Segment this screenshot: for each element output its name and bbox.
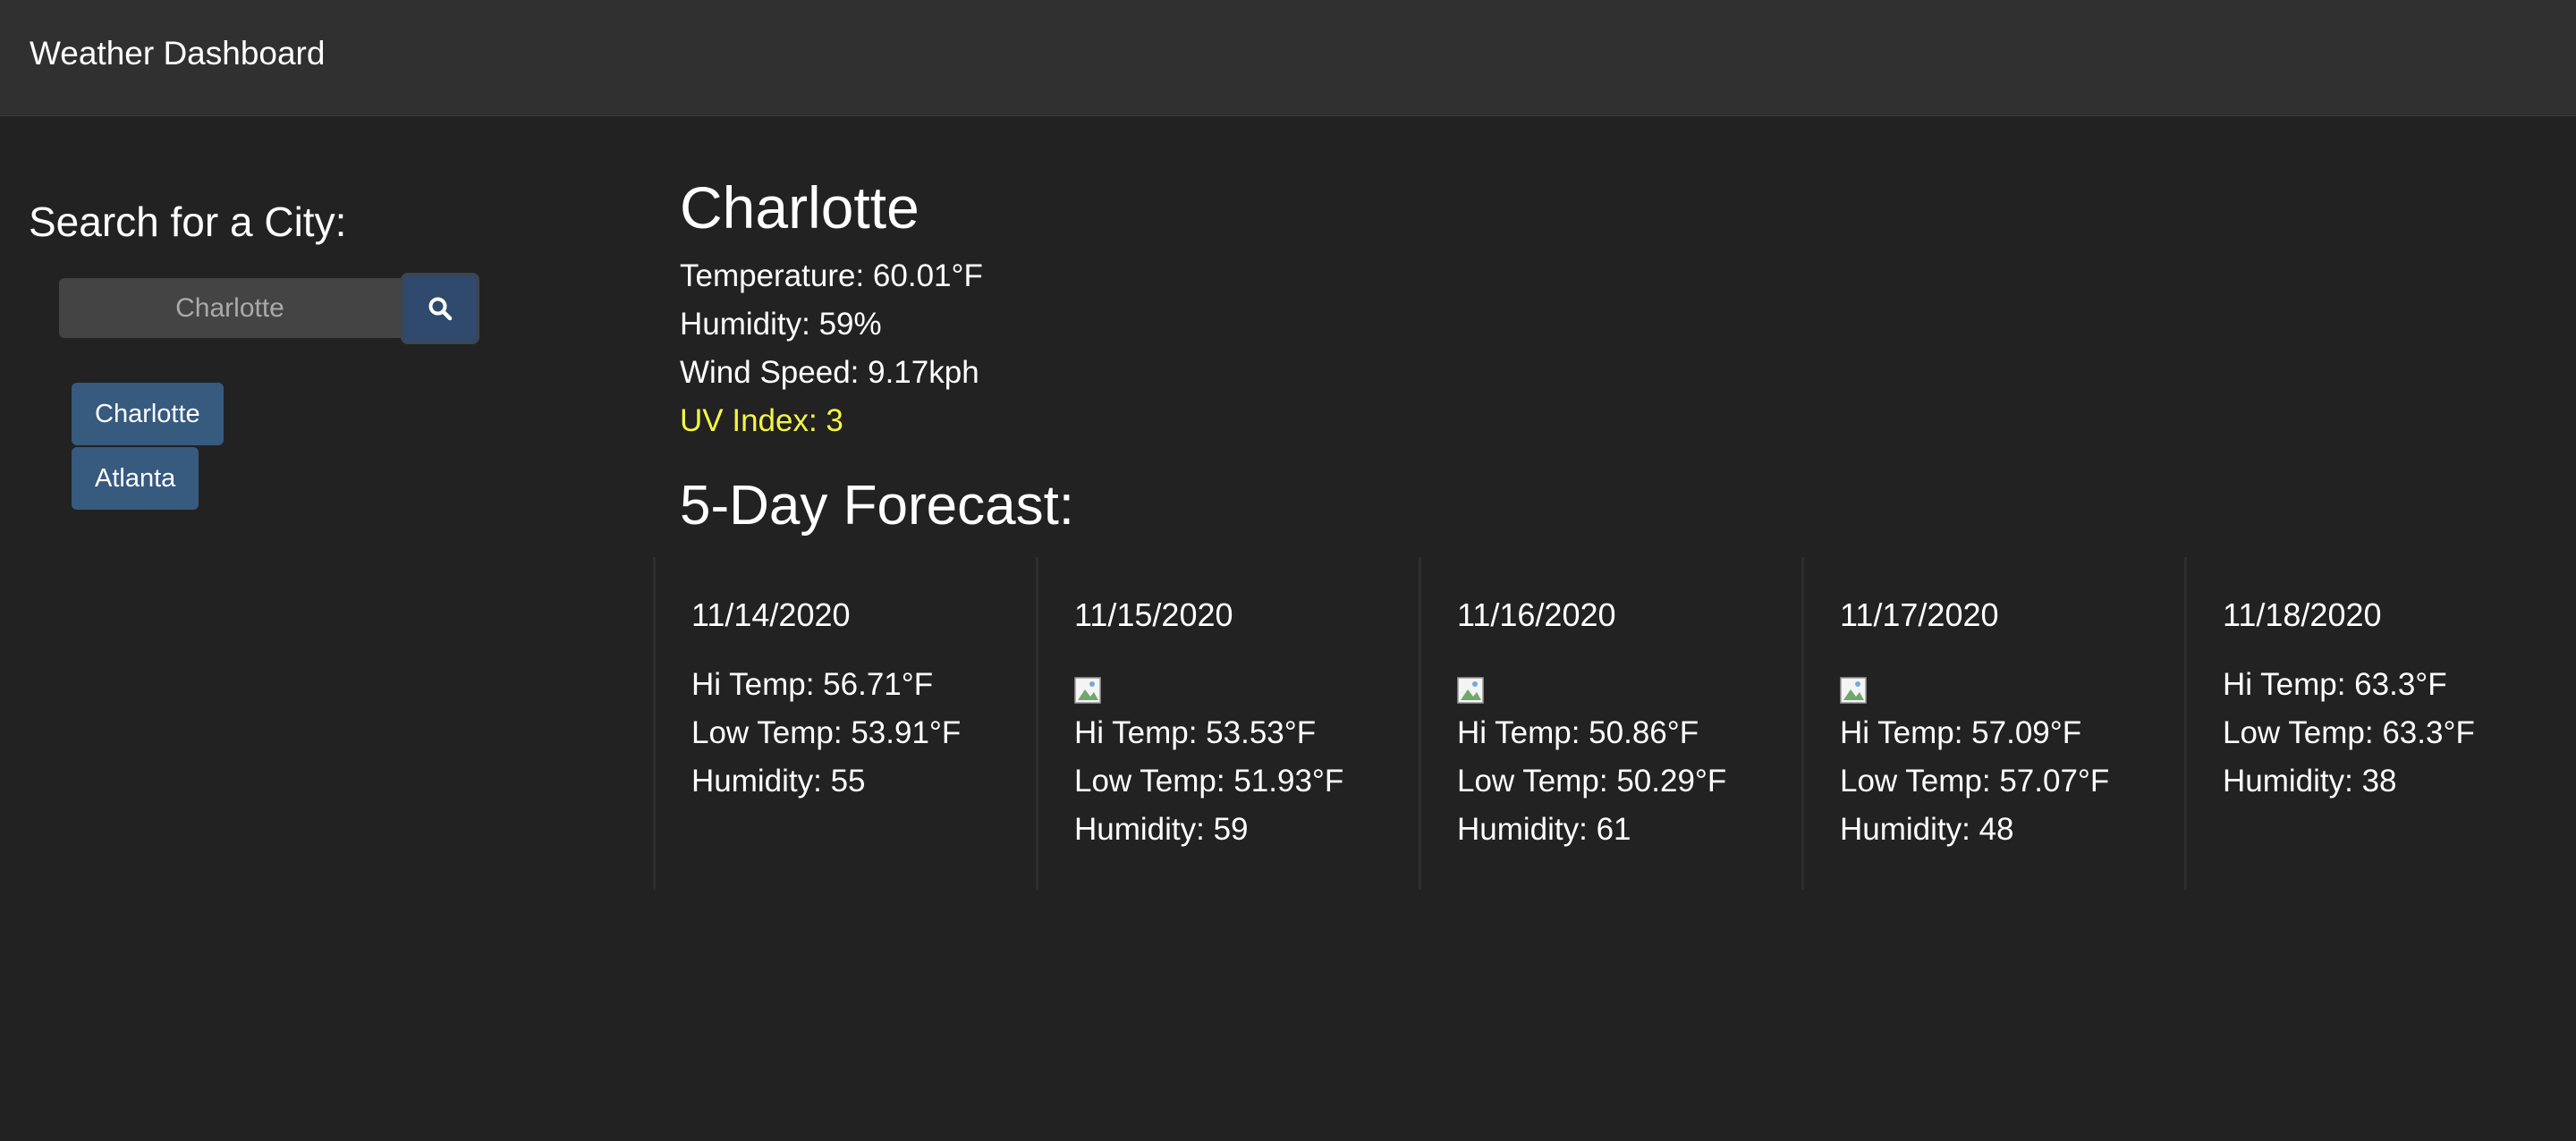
forecast-card: 11/16/2020 Hi Temp: 50.86°F Low Temp: 50… <box>1419 557 1801 890</box>
forecast-humidity: Humidity: 38 <box>2223 764 2397 799</box>
search-heading: Search for a City: <box>29 199 347 245</box>
broken-image-icon <box>1074 677 1101 704</box>
forecast-date: 11/16/2020 <box>1457 596 1616 633</box>
forecast-humidity: Humidity: 59 <box>1074 812 1249 847</box>
forecast-date: 11/17/2020 <box>1840 596 1999 633</box>
forecast-card: 11/17/2020 Hi Temp: 57.09°F Low Temp: 57… <box>1801 557 2184 890</box>
forecast-card: 11/15/2020 Hi Temp: 53.53°F Low Temp: 51… <box>1036 557 1419 890</box>
forecast-date: 11/18/2020 <box>2223 596 2382 633</box>
current-wind-speed: Wind Speed: 9.17kph <box>680 355 979 390</box>
forecast-hi-temp: Hi Temp: 53.53°F <box>1074 715 1317 750</box>
forecast-low-temp: Low Temp: 50.29°F <box>1457 764 1727 799</box>
forecast-humidity: Humidity: 61 <box>1457 812 1631 847</box>
forecast-hi-temp: Hi Temp: 63.3°F <box>2223 667 2447 702</box>
broken-image-icon <box>1457 677 1484 704</box>
history-button-atlanta[interactable]: Atlanta <box>72 447 199 510</box>
forecast-card: 11/14/2020 Hi Temp: 56.71°F Low Temp: 53… <box>653 557 1036 890</box>
forecast-card: 11/18/2020 Hi Temp: 63.3°F Low Temp: 63.… <box>2184 557 2567 890</box>
forecast-date: 11/15/2020 <box>1074 596 1233 633</box>
forecast-low-temp: Low Temp: 53.91°F <box>691 715 962 750</box>
current-city-name: Charlotte <box>680 174 919 241</box>
forecast-hi-temp: Hi Temp: 57.09°F <box>1840 715 2082 750</box>
forecast-low-temp: Low Temp: 51.93°F <box>1074 764 1344 799</box>
current-temperature: Temperature: 60.01°F <box>680 258 983 293</box>
forecast-low-temp: Low Temp: 63.3°F <box>2223 715 2475 750</box>
navbar: Weather Dashboard <box>0 0 2576 116</box>
forecast-humidity: Humidity: 55 <box>691 764 866 799</box>
search-icon <box>428 297 453 321</box>
forecast-low-temp: Low Temp: 57.07°F <box>1840 764 2110 799</box>
city-search-input[interactable] <box>59 278 401 338</box>
search-button[interactable] <box>401 273 479 344</box>
forecast-hi-temp: Hi Temp: 50.86°F <box>1457 715 1699 750</box>
forecast-humidity: Humidity: 48 <box>1840 812 2014 847</box>
forecast-date: 11/14/2020 <box>691 596 851 633</box>
history-button-charlotte[interactable]: Charlotte <box>72 383 224 445</box>
current-uv-index: UV Index: 3 <box>680 403 843 438</box>
broken-image-icon <box>1840 677 1867 704</box>
app-title[interactable]: Weather Dashboard <box>30 35 326 72</box>
forecast-heading: 5-Day Forecast: <box>680 475 1075 537</box>
current-humidity: Humidity: 59% <box>680 307 882 342</box>
forecast-hi-temp: Hi Temp: 56.71°F <box>691 667 934 702</box>
